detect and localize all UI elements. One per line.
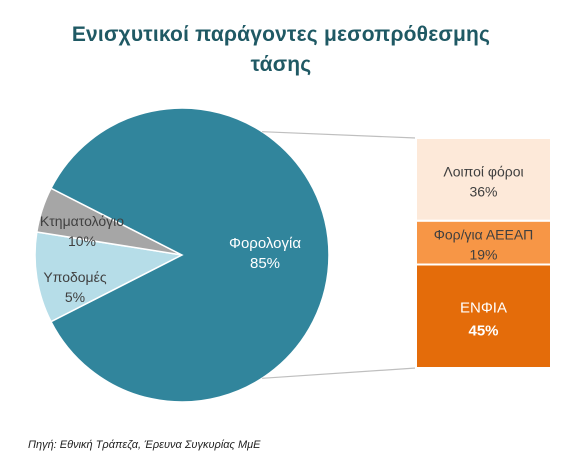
- pie-slice-κτηματολόγιο: [34, 231, 185, 323]
- chart-title: Ενισχυτικοί παράγοντες μεσοπρόθεσμης τάσ…: [0, 20, 562, 80]
- connector-line-top: [262, 131, 417, 139]
- bar-value-φορ-για-αεεαπ: 19%: [469, 247, 497, 263]
- chart-title-line-2: τάσης: [250, 53, 312, 76]
- pie-label-φορολογία: Φορολογία: [229, 235, 301, 252]
- bar-label-λοιποί-φόροι: Λοιποί φόροι: [443, 163, 523, 179]
- bar-label-φορ-για-αεεαπ: Φορ/για ΑΕΕΑΠ: [434, 227, 534, 243]
- bar-segment-φορ-για-αεεαπ: [415, 219, 552, 266]
- pie-value-φορολογία: 85%: [250, 255, 280, 272]
- bar-segment-ενφια: [415, 263, 552, 369]
- pie-slice-φορολογία: [50, 107, 330, 403]
- pie-value-υποδομές: 5%: [65, 289, 85, 305]
- source-note: Πηγή: Εθνική Τράπεζα, Έρευνα Συγκυρίας Μ…: [28, 439, 261, 451]
- pie-label-κτηματολόγιο: Κτηματολόγιο: [40, 213, 124, 229]
- bar-value-ενφια: 45%: [468, 322, 498, 339]
- connector-lines: [262, 131, 417, 379]
- bar-value-λοιποί-φόροι: 36%: [469, 183, 497, 199]
- pie: Φορολογία 85% Κτηματολόγιο 10% Υποδομές 5%: [34, 107, 330, 403]
- pie-value-κτηματολόγιο: 10%: [68, 233, 96, 249]
- pie-label-υποδομές: Υποδομές: [43, 269, 106, 285]
- chart-title-line-1: Ενισχυτικοί παράγοντες μεσοπρόθεσμης: [71, 23, 491, 46]
- connector-line-bottom: [262, 367, 417, 379]
- bar-label-ενφια: ΕΝΦΙΑ: [460, 299, 507, 316]
- breakdown-bar: Λοιποί φόροι 36% Φορ/για ΑΕΕΑΠ 19% ΕΝΦΙΑ 45%: [415, 137, 552, 369]
